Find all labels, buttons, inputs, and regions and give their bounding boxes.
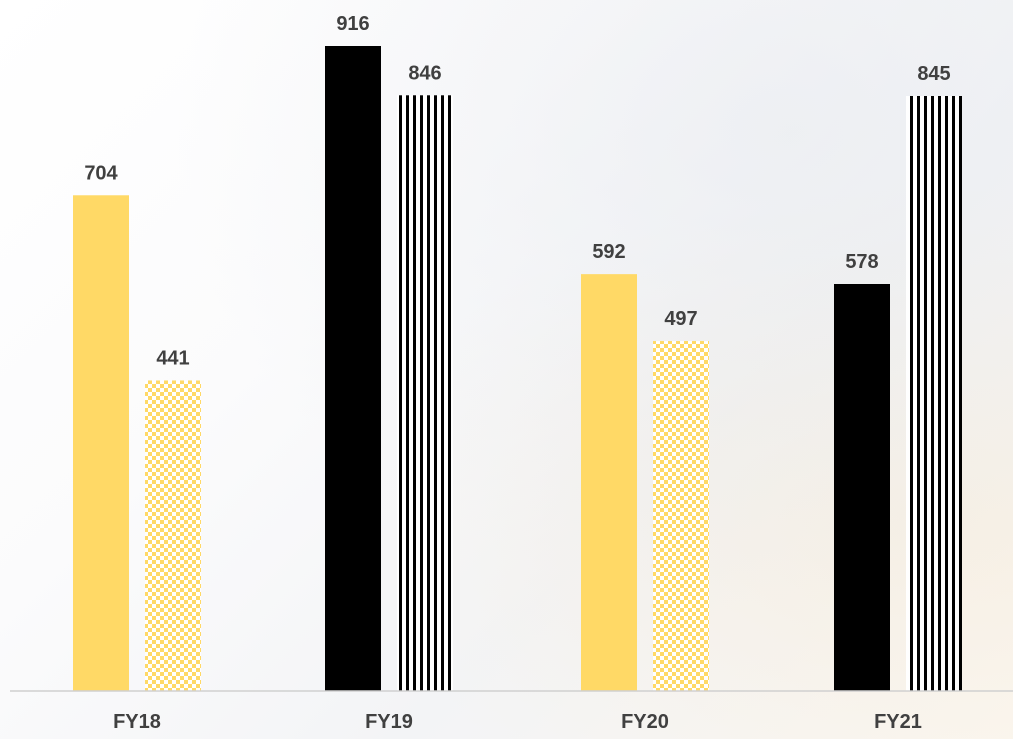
bar-fy20-1 <box>581 274 637 691</box>
data-label-fy21-1: 578 <box>845 251 878 273</box>
data-label-fy19-2: 846 <box>408 62 441 84</box>
bar-fy21-2 <box>906 95 962 691</box>
category-label-fy19: FY19 <box>365 711 413 733</box>
bar-fy18-2 <box>145 380 201 691</box>
bars-layer <box>73 46 962 691</box>
data-label-fy21-2: 845 <box>917 63 950 85</box>
data-label-fy18-2: 441 <box>156 347 189 369</box>
data-label-fy20-1: 592 <box>592 241 625 263</box>
category-label-fy21: FY21 <box>874 711 922 733</box>
bar-fy20-2 <box>653 341 709 691</box>
bar-fy19-2 <box>397 95 453 691</box>
category-label-fy20: FY20 <box>621 711 669 733</box>
bar-fy21-1 <box>834 284 890 691</box>
bar-fy19-1 <box>325 46 381 691</box>
data-label-fy20-2: 497 <box>664 308 697 330</box>
bar-fy18-1 <box>73 195 129 691</box>
labels-layer: 704 441 FY18 916 846 FY19 592 497 FY20 578 845 FY21 <box>84 13 950 733</box>
data-label-fy19-1: 916 <box>336 13 369 35</box>
data-label-fy18-1: 704 <box>84 162 118 184</box>
category-label-fy18: FY18 <box>113 711 161 733</box>
